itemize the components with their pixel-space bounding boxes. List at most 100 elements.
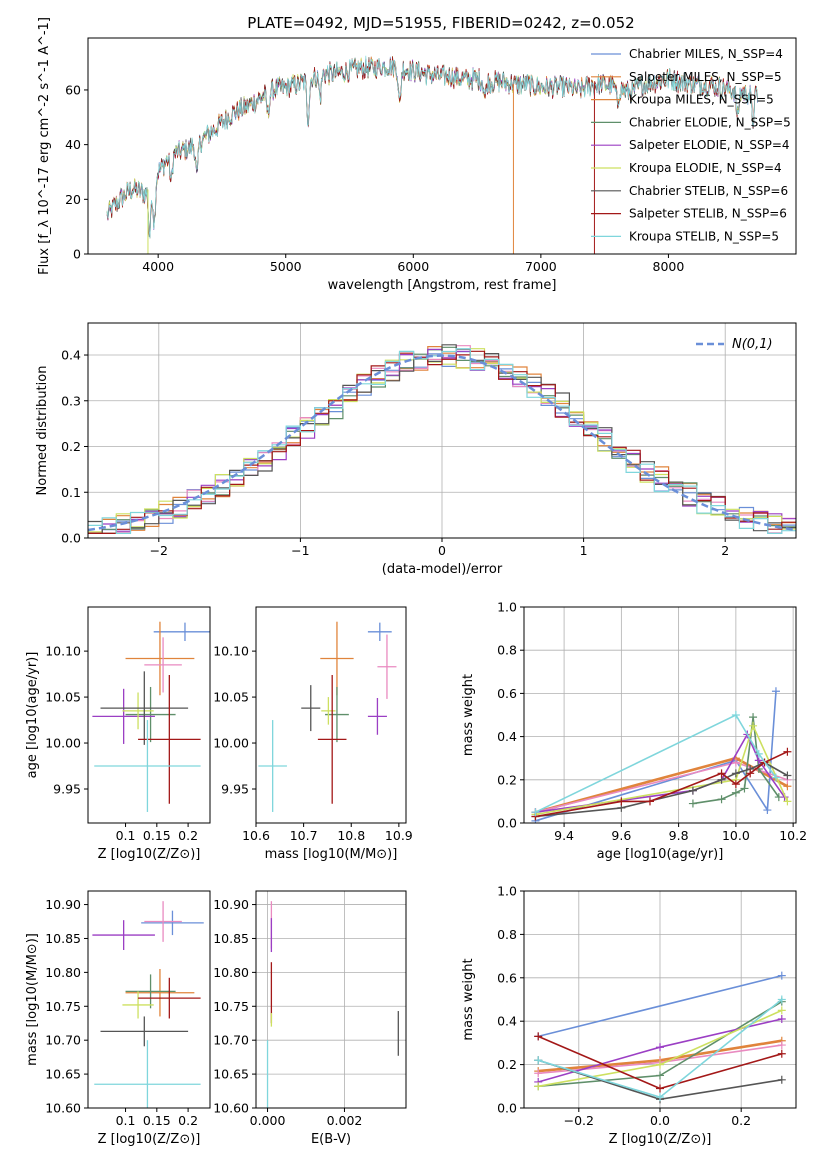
weight-point-blue [777, 971, 786, 980]
weight-point-cyan [731, 711, 740, 719]
weight-line-blue [535, 691, 777, 822]
y-tick-label: 0.6 [497, 686, 517, 701]
y-tick-label: 0.2 [497, 1057, 517, 1072]
x-tick-label: −1 [291, 543, 309, 558]
y-tick-label: 0.1 [61, 485, 81, 500]
y-tick-label: 1.0 [497, 600, 517, 615]
legend-label: Salpeter MILES, N_SSP=5 [629, 70, 782, 84]
y-tick-label: 10.60 [213, 1101, 249, 1116]
axes-frame [87, 890, 211, 1109]
weight-point-pink [534, 1069, 543, 1078]
x-tick-label: 0.2 [178, 1113, 198, 1128]
y-tick-label: 9.95 [221, 781, 249, 796]
legend-label: Chabrier ELODIE, N_SSP=5 [629, 115, 791, 129]
x-tick-label: 0 [438, 543, 446, 558]
x-axis-label: Z [log10(Z/Z⊙)] [98, 1132, 201, 1147]
y-tick-label: 40 [65, 137, 81, 152]
y-tick-label: 10.75 [45, 999, 81, 1014]
y-tick-label: 60 [65, 82, 81, 97]
x-tick-label: 0.15 [143, 1113, 171, 1128]
panel-mass-vs-Z: 0.1 0.15 0.2 10.60 10.65 10.70 10.75 10.80 10.85… [25, 890, 211, 1147]
y-tick-label: 0.0 [497, 1101, 517, 1116]
x-tick-label: −0.2 [564, 1113, 594, 1128]
weight-point-cyan [534, 1056, 543, 1065]
weight-point-red [656, 1084, 664, 1093]
y-tick-label: 10.70 [45, 1033, 81, 1048]
plot-area [92, 621, 210, 812]
y-tick-label: 0.0 [61, 531, 81, 546]
x-tick-label: 10.6 [242, 828, 270, 843]
y-tick-label: 0.0 [497, 816, 517, 831]
weight-point-purple [656, 1043, 664, 1052]
weight-point-yellow [777, 1006, 786, 1015]
y-tick-label: 10.90 [45, 897, 81, 912]
weight-point-purple [777, 1015, 786, 1024]
weight-point-cyan [656, 1093, 664, 1102]
legend-label: Chabrier STELIB, N_SSP=6 [629, 184, 788, 198]
weight-point-blue [771, 687, 780, 696]
plot-area [531, 687, 792, 823]
y-axis-label: age [log10(age/yr)] [25, 652, 40, 779]
panel-weight-vs-Z: −0.2 0.0 0.2 0.0 0.2 0.4 0.6 0.8 1.0 Z [log10(Z/Z… [461, 884, 797, 1147]
x-tick-label: 10.2 [779, 828, 807, 843]
weight-point-green [749, 713, 758, 722]
panel-spectrum: 4000 5000 6000 7000 8000 0 20 40 60 wavelength [A… [37, 17, 797, 293]
weight-point-green [688, 799, 697, 808]
y-tick-label: 0 [73, 247, 81, 262]
panel-mass-vs-ebv: 0.000 0.002 10.60 10.65 10.70 10.75 10.80 10.85… [213, 890, 407, 1147]
y-tick-label: 0.2 [497, 772, 517, 787]
x-axis-label: wavelength [Angstrom, rest frame] [328, 278, 557, 293]
weight-point-cyan [754, 749, 763, 758]
y-axis-label: mass weight [461, 674, 476, 756]
x-tick-label: 0.2 [731, 1113, 751, 1128]
weight-line-yellow [535, 723, 789, 816]
y-tick-label: 10.80 [45, 965, 81, 980]
plot-area [258, 621, 397, 812]
weight-point-red [783, 747, 792, 756]
normal-curve [88, 354, 796, 532]
weight-point-green [656, 1071, 664, 1080]
x-tick-label: 9.8 [669, 828, 689, 843]
y-tick-label: 0.4 [497, 1014, 517, 1029]
y-tick-label: 9.95 [53, 781, 81, 796]
axes-frame [87, 37, 797, 255]
x-tick-label: 9.4 [554, 828, 574, 843]
axes-frame [87, 606, 211, 824]
y-tick-label: 10.05 [213, 690, 249, 705]
weight-point-red [534, 1032, 543, 1041]
x-tick-label: 6000 [397, 259, 429, 274]
y-tick-label: 10.60 [45, 1101, 81, 1116]
plot-area [92, 901, 204, 1108]
weight-line-blue [538, 974, 782, 1038]
y-tick-label: 1.0 [497, 884, 517, 899]
x-tick-label: 1 [580, 543, 588, 558]
weight-point-red [731, 780, 740, 789]
weight-point-green [717, 795, 726, 804]
y-tick-label: 10.80 [213, 965, 249, 980]
weight-line-red [535, 750, 788, 818]
x-axis-label: E(B-V) [311, 1132, 351, 1147]
weight-point-red [617, 797, 626, 806]
panel-weight-vs-age: 9.4 9.6 9.8 10.0 10.2 0.0 0.2 0.4 0.6 0.8 1.0 age [… [461, 600, 807, 863]
x-tick-label: 0.2 [178, 828, 198, 843]
weight-point-pink [777, 1041, 786, 1050]
y-tick-label: 10.85 [213, 931, 249, 946]
x-tick-label: 10.9 [385, 828, 413, 843]
weight-point-green [731, 788, 740, 797]
x-tick-label: 0.002 [327, 1113, 363, 1128]
plot-area [534, 971, 786, 1104]
axes-frame [523, 606, 797, 824]
weight-point-gray [777, 1075, 786, 1084]
y-tick-label: 10.65 [213, 1067, 249, 1082]
x-tick-label: 0.1 [116, 828, 136, 843]
panel-age-vs-Z: 0.1 0.15 0.2 9.95 10.00 10.05 10.10 Z [log10(Z/… [25, 606, 211, 862]
x-tick-label: 8000 [653, 259, 685, 274]
y-tick-label: 10.70 [213, 1033, 249, 1048]
x-tick-label: 0.0 [650, 1113, 670, 1128]
y-tick-label: 0.8 [497, 927, 517, 942]
y-tick-label: 0.4 [61, 348, 81, 363]
figure-title: PLATE=0492, MJD=51955, FIBERID=0242, z=0… [247, 14, 634, 32]
weight-point-gray [731, 769, 740, 778]
panel-residuals: −2 −1 0 1 2 0.0 0.1 0.2 0.3 0.4 (data-model)/error… [35, 322, 797, 577]
